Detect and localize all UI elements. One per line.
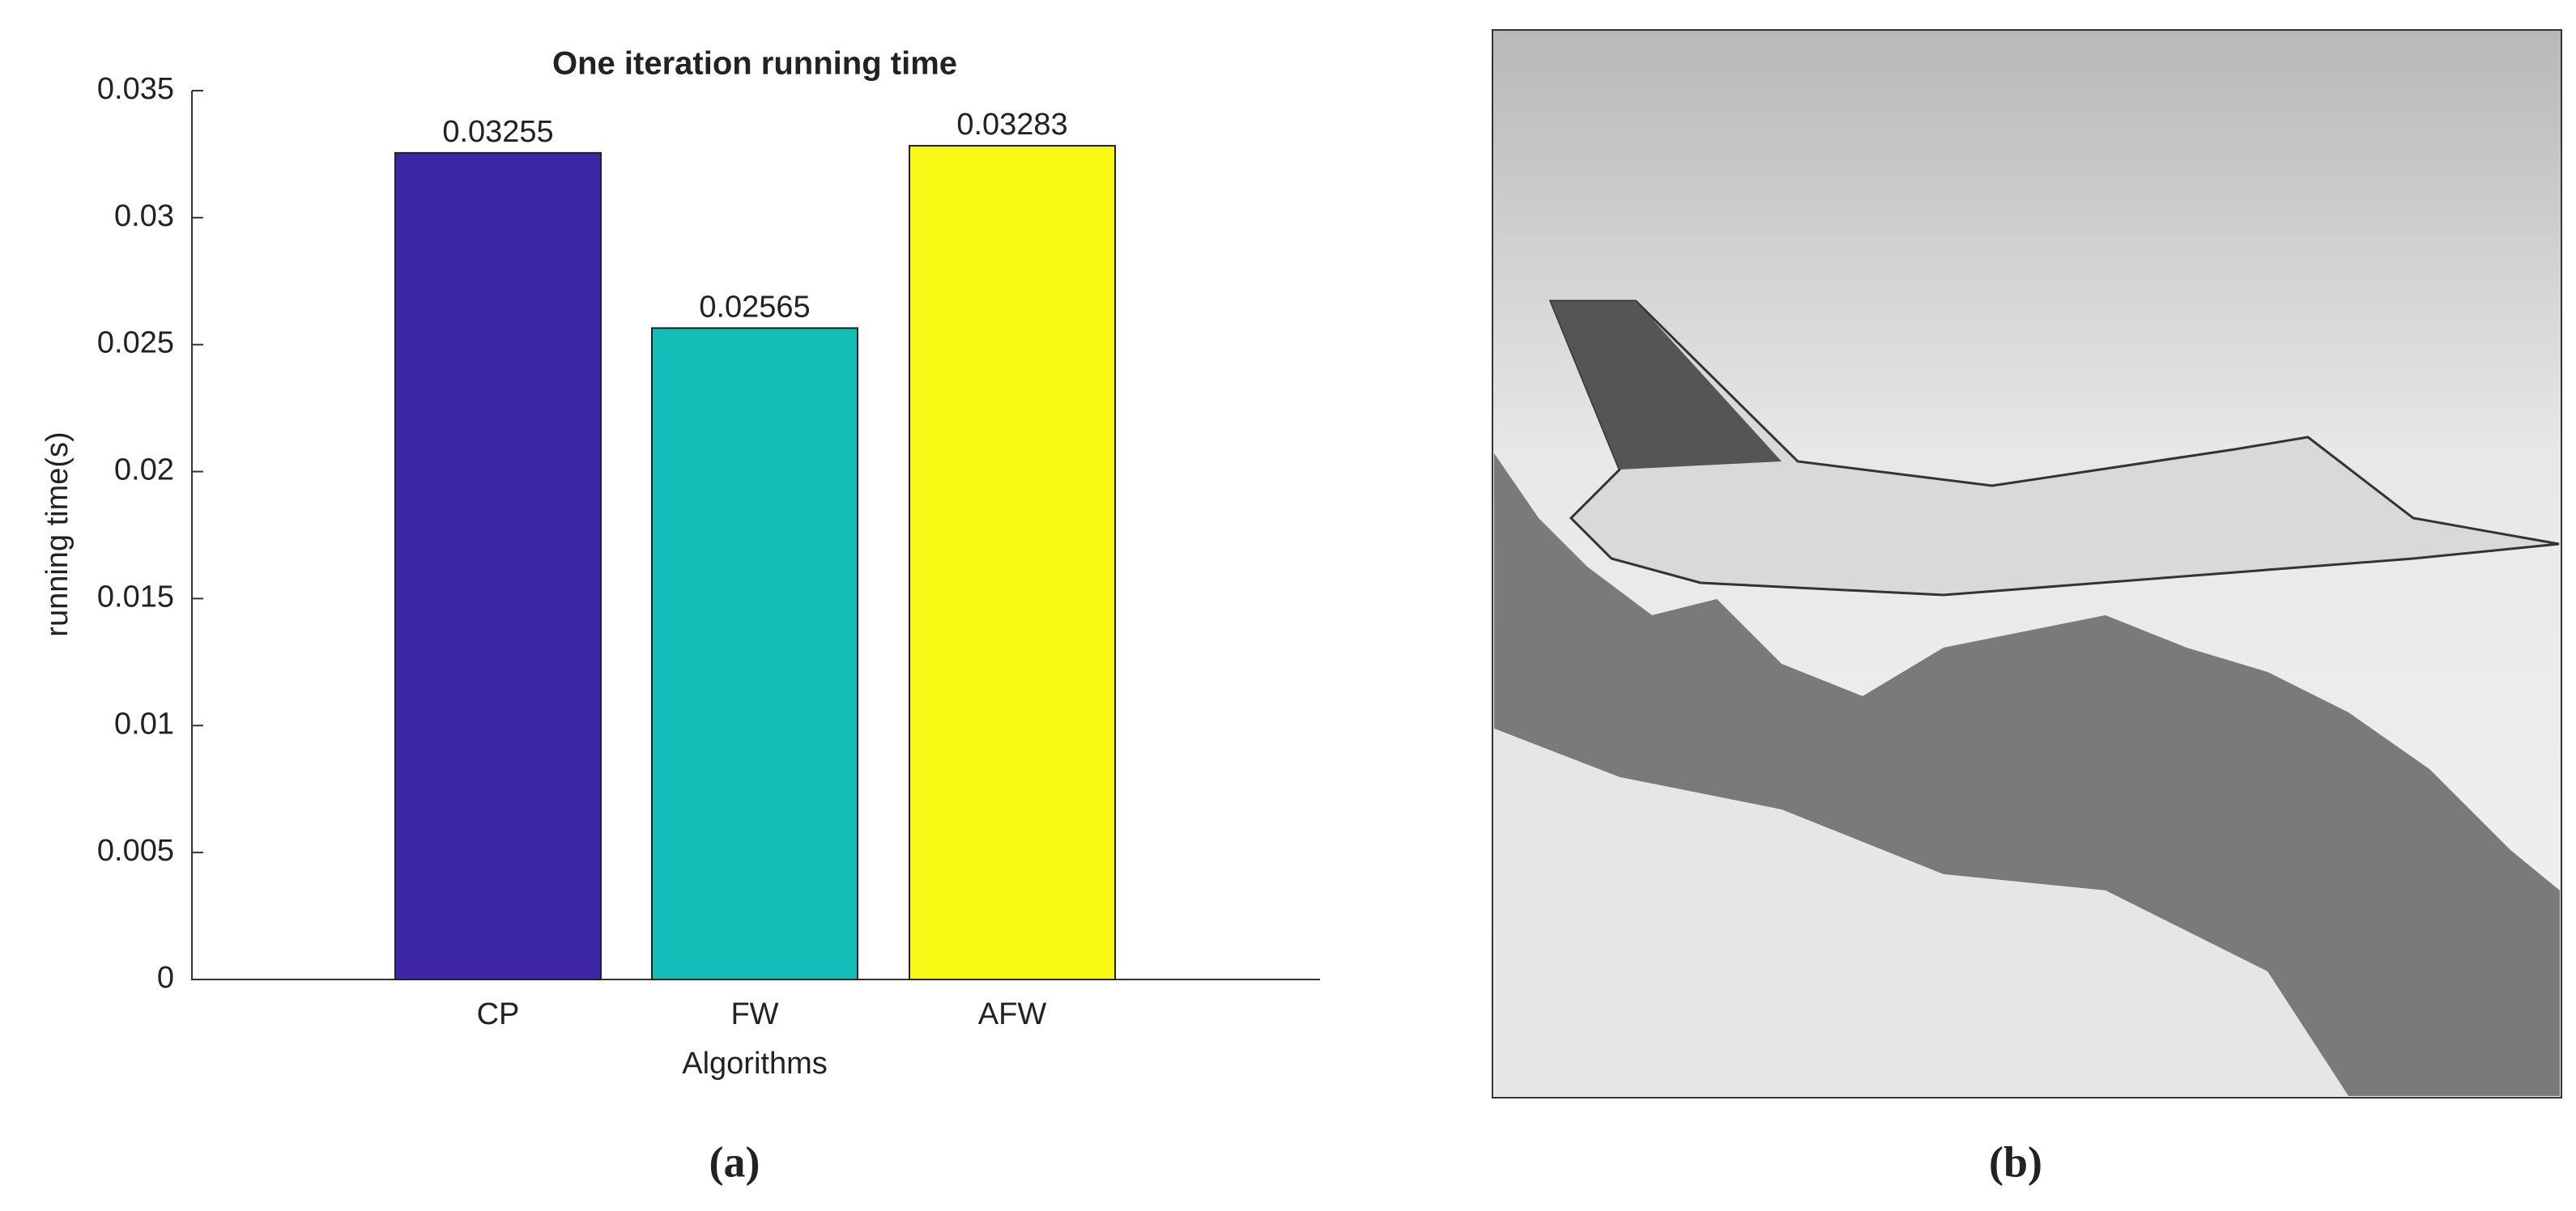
bar (651, 327, 858, 980)
y-tick-label: 0.03 (114, 199, 174, 233)
data-label: 0.03283 (956, 108, 1067, 142)
data-label: 0.02565 (699, 290, 810, 324)
x-tick-label: FW (730, 997, 778, 1031)
mountains (1494, 453, 2560, 1096)
bar (909, 145, 1116, 980)
jet-tail (1551, 301, 1782, 470)
y-tick-label: 0.015 (97, 580, 174, 614)
x-tick-label: CP (477, 997, 520, 1031)
data-label: 0.03255 (442, 115, 553, 149)
y-tick-label: 0.035 (97, 72, 174, 106)
y-tick-label: 0.025 (97, 326, 174, 360)
bar (394, 151, 602, 981)
jet (1548, 300, 2560, 597)
y-tick-label: 0.02 (114, 453, 174, 487)
chart-title: One iteration running time (552, 46, 957, 82)
photo-panel (1492, 29, 2562, 1098)
caption: (b) (1989, 1137, 2042, 1186)
y-tick-label: 0.01 (114, 707, 174, 741)
y-tick-label: 0 (157, 961, 174, 995)
y-axis-label: running time(s) (40, 431, 75, 636)
y-tick-label: 0.005 (97, 834, 174, 868)
x-axis-label: Algorithms (682, 1047, 828, 1081)
caption: (a) (709, 1137, 760, 1186)
snow (1494, 729, 2348, 1096)
x-tick-label: AFW (978, 997, 1047, 1031)
